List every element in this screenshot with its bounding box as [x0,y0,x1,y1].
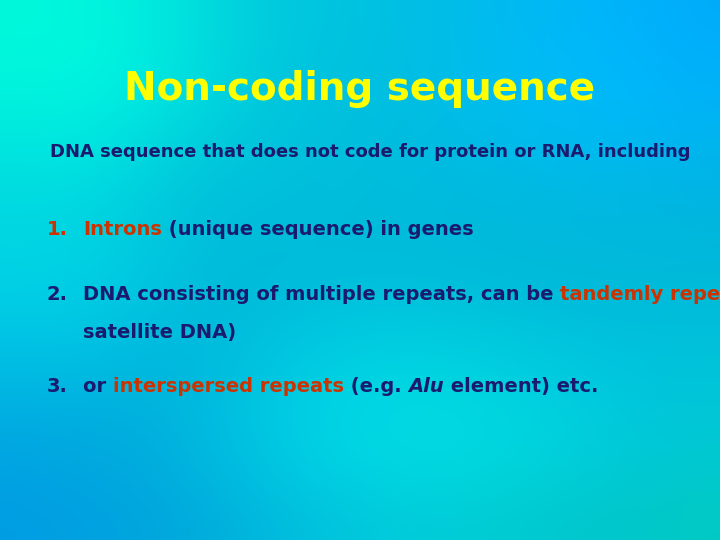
Text: DNA consisting of multiple repeats, can be: DNA consisting of multiple repeats, can … [83,285,560,304]
Text: Alu: Alu [408,376,444,396]
Text: (e.g.: (e.g. [343,376,408,396]
Text: Introns: Introns [83,220,162,239]
Text: 3.: 3. [47,376,68,396]
Text: DNA sequence that does not code for protein or RNA, including: DNA sequence that does not code for prot… [50,143,691,161]
Text: interspersed repeats: interspersed repeats [112,376,343,396]
Text: Non-coding sequence: Non-coding sequence [125,70,595,108]
Text: (unique sequence) in genes: (unique sequence) in genes [162,220,473,239]
Text: or: or [83,376,112,396]
Text: element) etc.: element) etc. [444,376,598,396]
Text: 2.: 2. [47,285,68,304]
Text: satellite DNA): satellite DNA) [83,322,236,342]
Text: tandemly repeated sequences: tandemly repeated sequences [560,285,720,304]
Text: 1.: 1. [47,220,68,239]
